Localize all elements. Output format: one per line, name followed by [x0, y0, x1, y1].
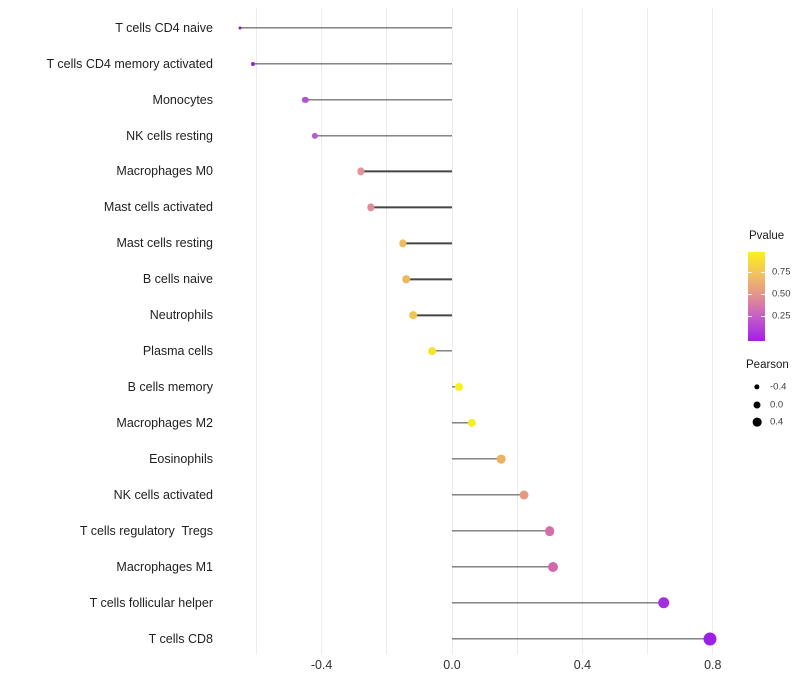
y-axis-label: Mast cells activated	[103, 200, 213, 215]
colorbar-tick-mark	[761, 293, 765, 295]
y-axis-label: Eosinophils	[149, 451, 213, 466]
lollipop-point	[402, 275, 411, 284]
gridline-x-0.8	[712, 8, 714, 654]
y-axis-label: Plasma cells	[142, 344, 213, 359]
lollipop-point	[302, 96, 309, 103]
y-axis-label: T cells CD4 memory activated	[46, 56, 214, 71]
lollipop-point	[544, 526, 555, 536]
lollipop-point	[658, 596, 670, 609]
x-axis-tick-label: 0.8	[704, 658, 722, 672]
lollipop-stick	[452, 422, 472, 424]
pearson-legend-dot	[753, 401, 761, 409]
colorbar-tick-mark	[761, 272, 765, 274]
pearson-legend-label: 0.4	[770, 416, 784, 428]
lollipop-stick	[253, 62, 452, 65]
y-axis-label: Monocytes	[152, 92, 213, 107]
lollipop-point	[399, 239, 407, 247]
lollipop-point	[454, 383, 463, 392]
lollipop-stick	[452, 566, 554, 568]
pearson-legend-dot	[752, 418, 762, 427]
gridline-x-0.2	[516, 8, 518, 654]
pearson-legend-label: 0.0	[770, 399, 784, 411]
lollipop-stick	[432, 350, 452, 352]
gridline-x-0.4	[581, 8, 583, 654]
colorbar-tick-label: 0.75	[772, 266, 791, 278]
colorbar-tick-label: 0.50	[772, 288, 791, 300]
pearson-legend-label: -0.4	[770, 381, 787, 393]
y-axis-label: T cells follicular helper	[89, 595, 213, 610]
x-axis-tick-label: 0.4	[573, 658, 592, 672]
lollipop-point	[311, 132, 319, 139]
lollipop-stick	[370, 206, 452, 209]
lollipop-stick	[452, 602, 664, 604]
lollipop-stick	[452, 458, 501, 460]
lollipop-stick	[452, 530, 550, 532]
colorbar-tick-mark	[748, 293, 752, 295]
lollipop-point	[428, 347, 437, 355]
y-axis-label: Mast cells resting	[116, 236, 213, 251]
y-axis-label: NK cells resting	[126, 128, 213, 143]
colorbar-tick-mark	[748, 272, 752, 274]
colorbar-tick-label: 0.25	[772, 310, 791, 322]
lollipop-stick	[403, 242, 452, 244]
x-axis-tick-label: -0.4	[310, 658, 333, 672]
y-axis-label: Macrophages M2	[116, 416, 213, 431]
x-axis-tick-label: 0.0	[443, 658, 461, 672]
lollipop-point	[548, 561, 559, 572]
gridline-x--0.6	[255, 8, 257, 654]
lollipop-point	[238, 26, 242, 30]
lollipop-point	[251, 61, 256, 66]
y-axis-label: Macrophages M0	[116, 164, 213, 179]
y-axis-label: T cells CD4 naive	[115, 20, 213, 35]
lollipop-point	[496, 454, 506, 464]
lollipop-stick	[305, 98, 452, 101]
colorbar-tick-mark	[748, 316, 752, 318]
lollipop-point	[703, 632, 717, 646]
lollipop-point	[519, 490, 529, 500]
pvalue-colorbar	[748, 252, 765, 341]
lollipop-stick	[240, 27, 452, 29]
y-axis-label: T cells CD8	[148, 631, 213, 646]
gridline-x-0.6	[647, 8, 649, 654]
y-axis-label: Neutrophils	[149, 308, 213, 323]
colorbar-tick-mark	[761, 316, 765, 318]
lollipop-stick	[315, 134, 452, 137]
y-axis-label: B cells naive	[142, 272, 213, 287]
gridline-x--0.2	[386, 8, 388, 654]
gridline-x-0	[451, 8, 453, 654]
y-axis-label: T cells regulatory Tregs	[79, 523, 213, 538]
pearson-legend-title: Pearson	[746, 359, 789, 371]
lollipop-point	[467, 418, 476, 428]
pearson-legend-dot	[754, 384, 760, 390]
lollipop-point	[357, 167, 365, 176]
lollipop-point	[366, 203, 375, 212]
lollipop-stick	[412, 314, 452, 316]
lollipop-point	[409, 311, 417, 320]
y-axis-label: NK cells activated	[113, 487, 213, 502]
y-axis-label: Macrophages M1	[116, 559, 213, 574]
pvalue-legend-title: Pvalue	[749, 230, 785, 242]
gridline-x--0.4	[321, 8, 323, 654]
lollipop-stick	[406, 278, 452, 280]
lollipop-stick	[360, 170, 452, 173]
lollipop-stick	[452, 638, 710, 640]
lollipop-stick	[452, 494, 524, 496]
y-axis-label: B cells memory	[127, 380, 213, 395]
